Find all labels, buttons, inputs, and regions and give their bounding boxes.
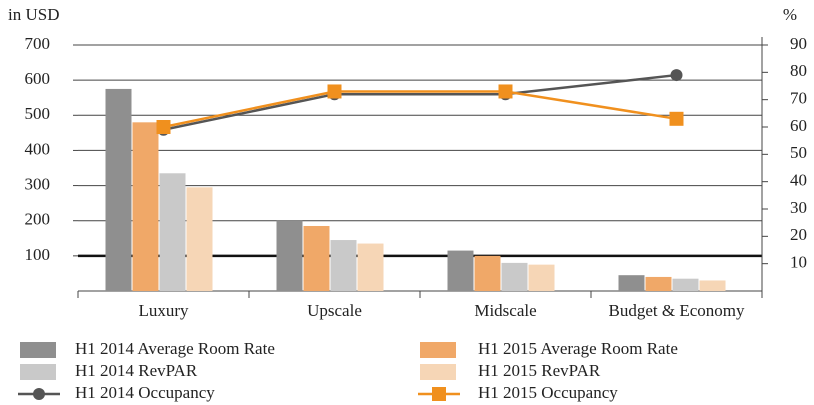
- y2-tick-label: 10: [790, 253, 807, 272]
- line-marker: [498, 84, 513, 99]
- bar: [132, 122, 159, 291]
- bar: [528, 264, 555, 291]
- legend-label: H1 2014 RevPAR: [75, 361, 198, 380]
- legend-label: H1 2015 Average Room Rate: [478, 339, 678, 358]
- y2-tick-label: 40: [790, 171, 807, 190]
- y2-tick-label: 30: [790, 198, 807, 217]
- y2-tick-label: 70: [790, 89, 807, 108]
- x-tick-label: Midscale: [474, 301, 536, 320]
- legend-label: H1 2015 RevPAR: [478, 361, 601, 380]
- line: [163, 90, 677, 129]
- legend-label: H1 2015 Occupancy: [478, 383, 618, 402]
- y2-tick-label: 80: [790, 61, 807, 80]
- bar: [186, 187, 213, 291]
- line: [163, 73, 677, 131]
- y2-tick-label: 60: [790, 116, 807, 135]
- y2-tick-label: 50: [790, 143, 807, 162]
- bar: [501, 262, 528, 291]
- legend-swatch: [20, 342, 56, 358]
- x-tick-label: Upscale: [307, 301, 362, 320]
- bar: [159, 173, 186, 291]
- legend-marker: [33, 388, 45, 400]
- bar: [330, 240, 357, 291]
- y-tick-label: 100: [25, 245, 51, 264]
- line-marker: [156, 120, 171, 134]
- legend-swatch: [420, 342, 456, 358]
- line-marker: [669, 111, 684, 126]
- y2-axis-label: %: [783, 5, 797, 24]
- y-tick-label: 700: [25, 34, 51, 53]
- y-tick-label: 500: [25, 104, 51, 123]
- y-tick-label: 600: [25, 69, 51, 88]
- y-axis-label: in USD: [8, 5, 59, 24]
- bar: [357, 243, 384, 291]
- y-tick-label: 300: [25, 174, 51, 193]
- bar: [105, 88, 132, 291]
- legend-label: H1 2014 Average Room Rate: [75, 339, 275, 358]
- x-tick-label: Luxury: [138, 301, 189, 320]
- legend-swatch: [20, 364, 56, 380]
- legend-label: H1 2014 Occupancy: [75, 383, 215, 402]
- x-tick-label: Budget & Economy: [609, 301, 745, 320]
- y2-tick-label: 20: [790, 225, 807, 244]
- line-marker: [670, 69, 683, 82]
- bar: [474, 255, 501, 291]
- bar: [303, 225, 330, 291]
- y-tick-label: 400: [25, 139, 51, 158]
- y-tick-label: 200: [25, 210, 51, 229]
- y2-tick-label: 90: [790, 34, 807, 53]
- bar: [447, 250, 474, 291]
- line-marker: [327, 84, 342, 99]
- bar: [618, 275, 645, 291]
- bar: [645, 276, 672, 291]
- bar: [276, 220, 303, 291]
- legend-marker: [432, 387, 446, 401]
- bar: [672, 278, 699, 291]
- bar: [699, 280, 726, 291]
- legend-swatch: [420, 364, 456, 380]
